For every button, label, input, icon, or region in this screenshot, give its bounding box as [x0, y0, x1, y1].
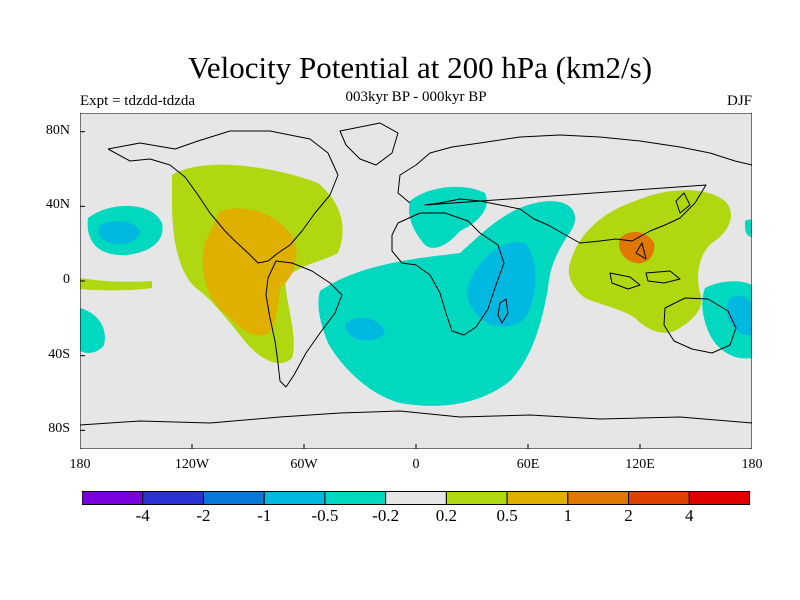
colorbar-label: 1 [563, 506, 573, 525]
colorbar-box [567, 491, 630, 505]
colorbar-label: 2 [624, 506, 633, 525]
experiment-label: Expt = tdzdd-tdzda [80, 93, 196, 109]
colorbar-box [82, 491, 144, 505]
positive-anomaly-southwest-pacific-left [80, 308, 105, 353]
negative-anomaly-indian-ocean-core [467, 242, 536, 327]
coastline-madagascar [497, 298, 509, 324]
lon-tick-label: 180 [741, 457, 763, 472]
coastline-japan [675, 192, 691, 214]
colorbar [82, 491, 750, 505]
lat-tick-label: 40N [45, 197, 70, 213]
colorbar-label: -4 [135, 506, 150, 525]
lat-tick-label: 80N [45, 122, 70, 138]
coastline-antarctica [80, 410, 752, 426]
lon-tick-label: 180 [69, 457, 91, 472]
colorbar-label: 0.2 [435, 506, 457, 525]
colorbar-label: -0.5 [311, 506, 339, 525]
coastline-maritime-continent [609, 242, 681, 290]
lat-tick-label: 0 [63, 272, 70, 287]
coastline-south-america [265, 260, 343, 388]
map-subtitle: 003kyr BP - 000kyr BP [345, 89, 487, 105]
lat-tick-label: 40S [48, 346, 70, 362]
colorbar-label: 0.5 [496, 506, 518, 525]
season-label: DJF [726, 93, 752, 109]
positive-anomaly-date-line [80, 278, 152, 291]
map-title: Velocity Potential at 200 hPa (km2/s) [187, 50, 653, 85]
lon-tick-label: 60E [516, 457, 540, 472]
negative-anomaly-south-atlantic-core [345, 317, 385, 341]
colorbar-box [263, 491, 326, 505]
colorbar-label: -2 [196, 506, 211, 525]
coastline-greenland [339, 122, 399, 166]
positive-anomaly-western-pacific [568, 190, 731, 333]
colorbar-box [628, 491, 690, 505]
negative-anomaly-north-pacific-right [745, 219, 752, 237]
negative-anomaly-north-pacific-core [98, 221, 140, 244]
negative-anomaly-southwest-pacific-core [726, 295, 752, 336]
colorbar-box [506, 491, 569, 505]
positive-anomaly-americas-core [202, 208, 297, 336]
coastline-australia [663, 297, 737, 354]
colorbar-box [324, 491, 387, 505]
velocity-potential-map [80, 113, 752, 449]
colorbar-box [202, 491, 265, 505]
colorbar-label: -1 [257, 506, 272, 525]
colorbar-label: 4 [685, 506, 694, 525]
coastline-europe-asia [397, 134, 752, 244]
lon-tick-label: 120W [174, 457, 210, 472]
colorbar-label: -0.2 [372, 506, 400, 525]
lon-tick-label: 60W [290, 457, 318, 472]
lat-tick-label: 80S [48, 421, 70, 437]
coastline-north-america [107, 130, 339, 264]
colorbar-box [445, 491, 508, 505]
coastline-africa [391, 212, 505, 336]
lon-tick-label: 120E [625, 457, 655, 472]
colorbar-box [142, 491, 204, 505]
colorbar-box [688, 491, 750, 505]
colorbar-box [385, 491, 447, 505]
lon-tick-label: 0 [412, 457, 420, 472]
